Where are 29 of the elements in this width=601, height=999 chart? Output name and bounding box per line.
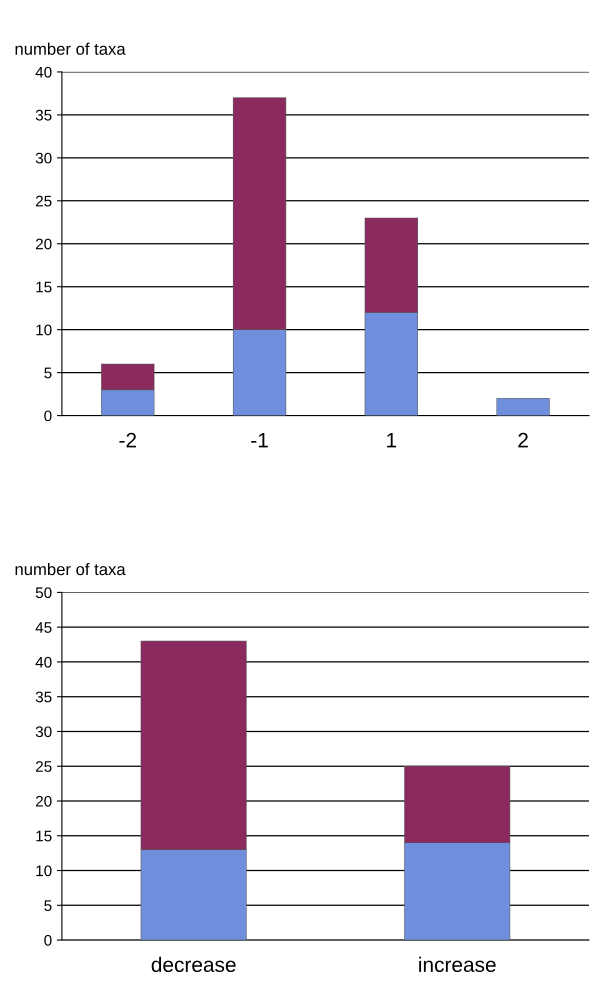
x-tick-label: -2 xyxy=(119,432,136,448)
x-tick-label: 1 xyxy=(387,433,396,448)
y-tick-label: 0 xyxy=(44,410,52,422)
y-tick-label: 45 xyxy=(36,622,52,633)
y-tick-label: 10 xyxy=(36,865,52,876)
x-tick-label: 2 xyxy=(518,432,528,448)
x-tick-label: decrease xyxy=(152,956,236,972)
y-tick-label: 40 xyxy=(36,656,52,668)
bar xyxy=(496,398,550,416)
y-tick-label: 40 xyxy=(36,66,52,78)
y-axis-title: number of taxa xyxy=(16,562,126,576)
y-tick-label: 30 xyxy=(36,726,52,738)
y-tick-label: 50 xyxy=(36,587,52,598)
y-axis-title: number of taxa xyxy=(16,42,126,55)
y-tick-label: 35 xyxy=(36,110,52,121)
x-tick-label: increase xyxy=(419,956,496,972)
y-tick-label: 5 xyxy=(44,368,52,378)
y-tick-label: 25 xyxy=(36,196,52,206)
y-tick-label: 0 xyxy=(44,934,52,946)
y-tick-label: 30 xyxy=(36,152,52,164)
y-tick-label: 20 xyxy=(36,796,52,807)
y-tick-label: 10 xyxy=(36,324,52,336)
y-tick-label: 5 xyxy=(44,900,52,911)
y-tick-label: 15 xyxy=(36,830,52,842)
y-tick-label: 20 xyxy=(36,238,52,250)
x-tick-label: -1 xyxy=(251,433,268,448)
y-tick-label: 25 xyxy=(36,761,52,772)
y-tick-label: 35 xyxy=(36,692,52,702)
y-tick-label: 15 xyxy=(36,282,52,292)
